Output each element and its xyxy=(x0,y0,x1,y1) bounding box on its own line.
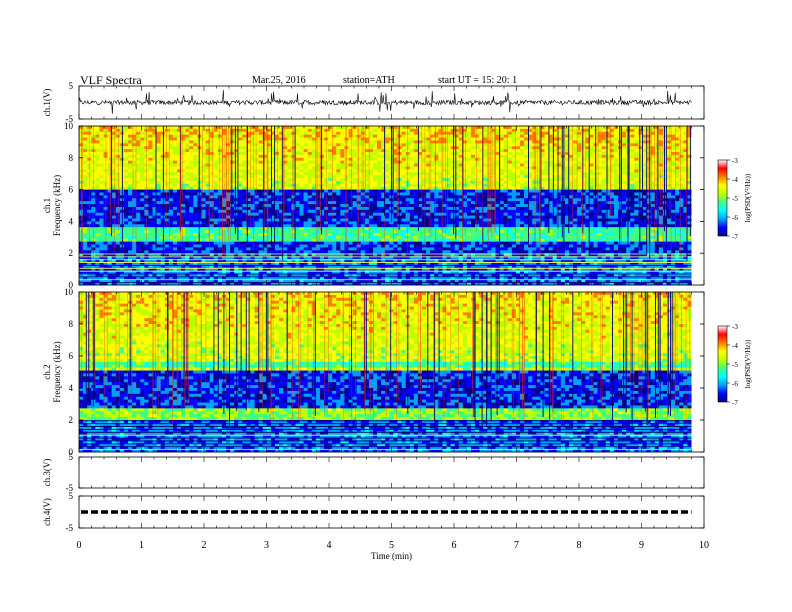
ch4-waveform-ylabel: ch.4(V) xyxy=(42,498,52,526)
ch1-spectrogram-colorbar-tick: -7 xyxy=(732,233,738,241)
ch2-spectrogram-colorbar-tick: -4 xyxy=(732,342,738,350)
ch2-spectrogram-ylabel: ch.2 xyxy=(42,364,52,379)
start-time-label: start UT = 15: 20: 1 xyxy=(438,75,518,86)
ch1-spectrogram-ytick-label: 0 xyxy=(69,280,74,290)
ch1-waveform-trace xyxy=(78,89,692,114)
ch1-spectrogram-ylabel: ch.1 xyxy=(42,198,52,213)
ch1-spectrogram-colorbar xyxy=(717,159,728,237)
ch1-spectrogram-colorbar-tick: -3 xyxy=(732,157,738,165)
ch2-spectrogram-ytick-label: 2 xyxy=(69,415,74,425)
ch2-spectrogram-colorbar-tick: -6 xyxy=(732,380,738,388)
ch2-spectrogram-colorbar-tick: -3 xyxy=(732,323,738,331)
ch1-spectrogram-ytick-label: 4 xyxy=(69,216,74,226)
ch1-spectrogram-colorbar-tick: -4 xyxy=(732,176,738,184)
ch2-spectrogram-ytick-label: 6 xyxy=(69,351,74,361)
ch3-waveform-ylabel: ch.3(V) xyxy=(42,459,52,487)
ch2-spectrogram-colorbar-label: log(PSD(V²/Hz)) xyxy=(744,339,752,388)
ch1-spectrogram-ytick-label: 8 xyxy=(69,153,74,163)
ch2-spectrogram-ytick-label: 0 xyxy=(69,447,74,457)
xtick-label: 4 xyxy=(327,540,332,551)
date-label: Mar.25, 2016 xyxy=(252,75,306,86)
ch2-spectrogram-colorbar-tick: -7 xyxy=(732,399,738,407)
xtick-label: 9 xyxy=(639,540,644,551)
ch2-spectrogram-ytick-label: 4 xyxy=(69,383,74,393)
xtick-label: 0 xyxy=(77,540,82,551)
ch1-spectrogram-ytick-label: 2 xyxy=(69,248,74,258)
xtick-label: 1 xyxy=(139,540,144,551)
ch3-waveform-ytick-label: -5 xyxy=(66,483,74,493)
ch1-waveform-ytick-label: 5 xyxy=(69,81,74,91)
xtick-label: 5 xyxy=(389,540,394,551)
ch1-spectrogram-colorbar-tick: -5 xyxy=(732,195,738,203)
ch2-spectrogram-image xyxy=(79,292,704,453)
xtick-label: 7 xyxy=(514,540,519,551)
ch4-waveform-ytick-label: 5 xyxy=(69,491,74,501)
station-label: station=ATH xyxy=(343,75,395,86)
xtick-label: 8 xyxy=(577,540,582,551)
ch1-spectrogram-ytick-label: 10 xyxy=(64,121,74,131)
ch1-spectrogram-ylabel: Frequency (kHz) xyxy=(52,175,62,236)
ch2-spectrogram-colorbar-tick: -5 xyxy=(732,361,738,369)
ch1-waveform-ytick-label: -5 xyxy=(66,114,74,124)
chart-title: VLF Spectra xyxy=(80,73,142,87)
ch2-spectrogram-ytick-label: 10 xyxy=(64,287,74,297)
ch2-spectrogram-ytick-label: 8 xyxy=(69,319,74,329)
x-axis-label: Time (min) xyxy=(371,551,412,561)
ch1-waveform-ylabel: ch.1(V) xyxy=(42,89,52,117)
xtick-label: 10 xyxy=(699,540,709,551)
ch4-waveform-ytick-label: -5 xyxy=(66,523,74,533)
ch1-spectrogram-colorbar-label: log(PSD(V²/Hz)) xyxy=(744,173,752,222)
xtick-label: 6 xyxy=(452,540,457,551)
ch1-spectrogram-image xyxy=(79,126,704,286)
xtick-label: 2 xyxy=(202,540,207,551)
ch2-spectrogram-colorbar xyxy=(717,325,728,403)
ch2-spectrogram-ylabel: Frequency (kHz) xyxy=(52,341,62,402)
ch1-spectrogram-ytick-label: 6 xyxy=(69,185,74,195)
ch3-waveform-ytick-label: 5 xyxy=(69,452,74,462)
xtick-label: 3 xyxy=(264,540,269,551)
ch1-spectrogram-colorbar-tick: -6 xyxy=(732,214,738,222)
